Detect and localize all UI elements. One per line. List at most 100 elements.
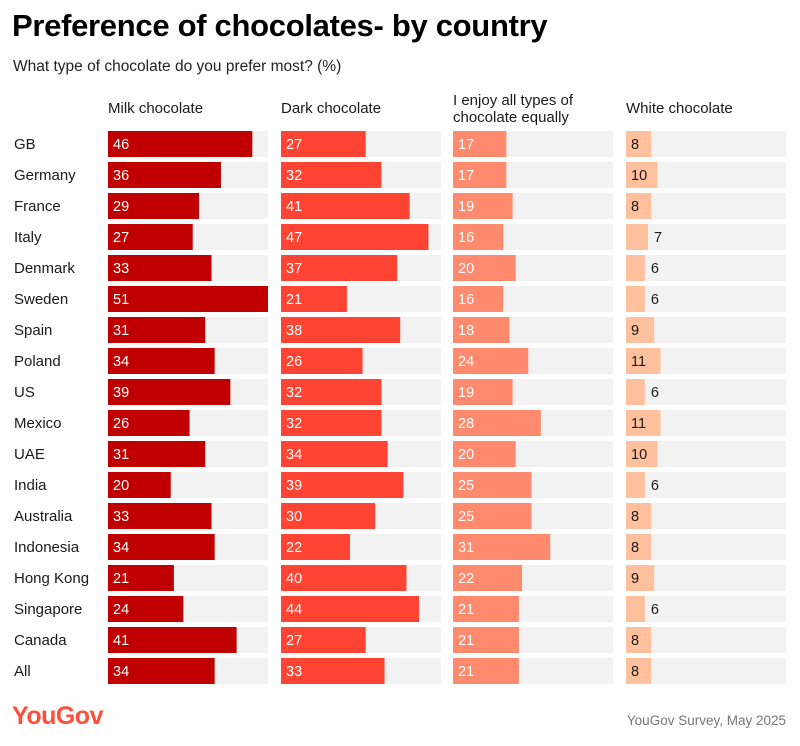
bar — [453, 627, 519, 653]
bar — [453, 162, 507, 188]
bar-track — [626, 286, 786, 312]
bar — [281, 317, 401, 343]
bar — [281, 162, 382, 188]
column-header: White chocolate — [626, 100, 733, 117]
bar — [626, 286, 645, 312]
data-label: 21 — [458, 633, 474, 649]
data-label: 6 — [651, 385, 659, 401]
data-label: 8 — [631, 633, 639, 649]
category-label: US — [14, 384, 35, 401]
data-label: 30 — [286, 509, 302, 525]
bar — [453, 131, 507, 157]
bar-track — [626, 472, 786, 498]
data-label: 17 — [458, 168, 474, 184]
bar — [281, 193, 410, 219]
bar — [108, 565, 174, 591]
data-label: 40 — [286, 571, 302, 587]
data-label: 37 — [286, 261, 302, 277]
bar — [108, 255, 212, 281]
data-label: 8 — [631, 137, 639, 153]
bar — [626, 410, 661, 436]
data-label: 33 — [113, 261, 129, 277]
bar — [108, 534, 215, 560]
data-label: 21 — [113, 571, 129, 587]
bar-chart: Milk chocolate Dark chocolate I enjoy all … — [14, 92, 786, 684]
bar — [453, 658, 519, 684]
source-note: YouGov Survey, May 2025 — [626, 713, 786, 728]
data-label: 6 — [651, 261, 659, 277]
bar — [108, 348, 215, 374]
data-label: 31 — [113, 323, 129, 339]
data-label: 26 — [286, 354, 302, 370]
data-label: 8 — [631, 509, 639, 525]
category-label: France — [14, 198, 61, 215]
data-label: 24 — [458, 354, 474, 370]
bar — [626, 255, 645, 281]
bar — [108, 596, 184, 622]
yougov-logo: YouGov — [12, 702, 103, 730]
data-label: 19 — [458, 199, 474, 215]
data-label: 34 — [113, 664, 129, 680]
bar — [626, 441, 658, 467]
column-header: Dark chocolate — [281, 100, 381, 117]
bar — [626, 658, 652, 684]
data-label: 47 — [286, 230, 302, 246]
bar — [626, 472, 645, 498]
bar — [108, 317, 206, 343]
data-label: 16 — [458, 292, 474, 308]
bar — [281, 503, 376, 529]
data-label: 46 — [113, 137, 129, 153]
data-label: 32 — [286, 168, 302, 184]
category-label: Canada — [14, 632, 67, 649]
chart-subtitle: What type of chocolate do you prefer mos… — [13, 58, 342, 75]
data-label: 31 — [458, 540, 474, 556]
bar — [108, 503, 212, 529]
data-label: 20 — [113, 478, 129, 494]
category-label: Indonesia — [14, 539, 80, 556]
bar-track — [626, 596, 786, 622]
bar — [281, 224, 429, 250]
bar — [453, 565, 523, 591]
bar-track — [626, 193, 786, 219]
bar — [453, 534, 551, 560]
data-label: 25 — [458, 478, 474, 494]
bar — [281, 348, 363, 374]
data-label: 8 — [631, 664, 639, 680]
category-label: Italy — [14, 229, 42, 246]
data-label: 51 — [113, 292, 129, 308]
category-label: Mexico — [14, 415, 62, 432]
bar — [626, 379, 645, 405]
bar — [453, 596, 519, 622]
bar — [281, 627, 366, 653]
category-label: GB — [14, 136, 36, 153]
bar — [453, 193, 513, 219]
column-header: Milk chocolate — [108, 100, 203, 117]
bar — [453, 224, 504, 250]
category-label: Spain — [14, 322, 52, 339]
bar — [453, 410, 541, 436]
bar-track — [626, 503, 786, 529]
data-label: 6 — [651, 292, 659, 308]
data-label: 17 — [458, 137, 474, 153]
column-header: I enjoy all types of — [453, 92, 574, 109]
bar — [281, 410, 382, 436]
bar — [108, 441, 206, 467]
bar — [281, 379, 382, 405]
data-label: 41 — [286, 199, 302, 215]
category-label: Denmark — [14, 260, 75, 277]
bar — [626, 627, 652, 653]
data-label: 33 — [113, 509, 129, 525]
bar — [626, 596, 645, 622]
bar — [281, 286, 347, 312]
bar — [453, 286, 504, 312]
data-label: 20 — [458, 261, 474, 277]
data-label: 31 — [113, 447, 129, 463]
data-label: 9 — [631, 323, 639, 339]
data-label: 25 — [458, 509, 474, 525]
bar — [108, 472, 171, 498]
data-label: 10 — [631, 168, 647, 184]
data-label: 16 — [458, 230, 474, 246]
bar — [626, 162, 658, 188]
bar — [108, 162, 221, 188]
bar — [626, 503, 652, 529]
